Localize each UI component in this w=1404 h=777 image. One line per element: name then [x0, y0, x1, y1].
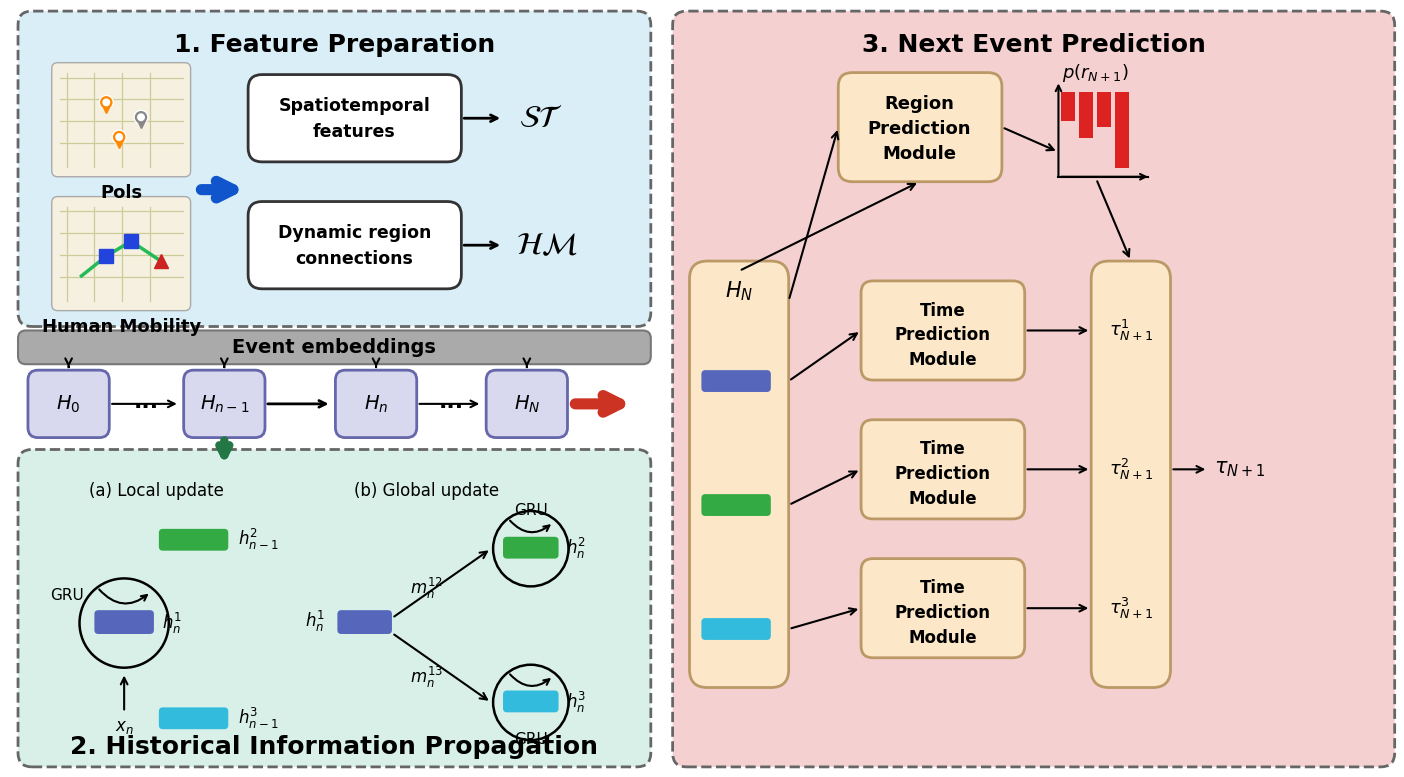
Text: Module: Module: [908, 490, 977, 508]
Text: $\tau_{N+1}^1$: $\tau_{N+1}^1$: [1109, 318, 1153, 343]
Text: $h_n^1$: $h_n^1$: [305, 608, 326, 633]
FancyBboxPatch shape: [702, 370, 771, 392]
FancyBboxPatch shape: [861, 420, 1025, 519]
Circle shape: [138, 113, 145, 121]
FancyBboxPatch shape: [838, 72, 1002, 182]
Text: $h_n^3$: $h_n^3$: [566, 690, 585, 715]
Text: Prediction: Prediction: [894, 326, 990, 344]
FancyBboxPatch shape: [702, 618, 771, 640]
Text: Module: Module: [908, 351, 977, 369]
FancyBboxPatch shape: [336, 370, 417, 437]
FancyBboxPatch shape: [18, 450, 651, 767]
Circle shape: [133, 110, 147, 124]
Text: $h_n^1$: $h_n^1$: [161, 611, 183, 636]
Text: $m_n^{12}$: $m_n^{12}$: [410, 576, 444, 601]
Text: $H_N$: $H_N$: [514, 393, 541, 414]
Text: GRU: GRU: [514, 732, 548, 747]
FancyBboxPatch shape: [689, 261, 789, 688]
Text: 1. Feature Preparation: 1. Feature Preparation: [174, 33, 496, 57]
FancyBboxPatch shape: [503, 691, 559, 713]
FancyBboxPatch shape: [861, 281, 1025, 380]
Bar: [1061, 92, 1075, 121]
Text: Module: Module: [908, 629, 977, 647]
Text: GRU: GRU: [514, 503, 548, 518]
Text: Spatiotemporal: Spatiotemporal: [278, 97, 430, 115]
Text: Time: Time: [920, 441, 966, 458]
Circle shape: [112, 130, 126, 144]
Text: ...: ...: [133, 392, 159, 412]
FancyBboxPatch shape: [52, 197, 191, 311]
Text: Module: Module: [883, 145, 956, 163]
FancyBboxPatch shape: [159, 707, 229, 729]
Text: 2. Historical Information Propagation: 2. Historical Information Propagation: [70, 735, 598, 759]
Text: Dynamic region: Dynamic region: [278, 225, 431, 242]
Text: features: features: [313, 123, 396, 141]
Text: $\tau_{N+1}$: $\tau_{N+1}$: [1214, 459, 1265, 479]
FancyBboxPatch shape: [18, 11, 651, 326]
Text: $H_0$: $H_0$: [56, 393, 81, 414]
FancyBboxPatch shape: [503, 537, 559, 559]
FancyBboxPatch shape: [702, 494, 771, 516]
Circle shape: [115, 133, 124, 141]
FancyBboxPatch shape: [18, 330, 651, 364]
FancyBboxPatch shape: [249, 75, 462, 162]
Text: Time: Time: [920, 580, 966, 598]
Text: Human Mobility: Human Mobility: [42, 318, 201, 336]
Text: Prediction: Prediction: [894, 465, 990, 483]
Text: $\mathcal{ST}$: $\mathcal{ST}$: [519, 103, 563, 133]
Text: Time: Time: [920, 301, 966, 319]
Text: GRU: GRU: [49, 587, 83, 603]
Bar: [1115, 92, 1129, 168]
FancyBboxPatch shape: [486, 370, 567, 437]
FancyBboxPatch shape: [861, 559, 1025, 658]
Text: $m_n^{13}$: $m_n^{13}$: [410, 665, 444, 690]
Bar: [1097, 92, 1111, 127]
FancyBboxPatch shape: [337, 610, 392, 634]
Text: $p(r_{N+1})$: $p(r_{N+1})$: [1061, 61, 1129, 84]
Text: Pols: Pols: [100, 183, 142, 201]
Text: Prediction: Prediction: [894, 605, 990, 622]
Text: (b) Global update: (b) Global update: [354, 483, 500, 500]
FancyBboxPatch shape: [249, 201, 462, 289]
Text: $h_n^2$: $h_n^2$: [566, 536, 585, 561]
FancyBboxPatch shape: [184, 370, 265, 437]
Text: $\tau_{N+1}^3$: $\tau_{N+1}^3$: [1109, 596, 1153, 621]
FancyBboxPatch shape: [52, 63, 191, 176]
Bar: [1080, 92, 1094, 138]
Text: $H_N$: $H_N$: [724, 279, 753, 302]
Text: 3. Next Event Prediction: 3. Next Event Prediction: [862, 33, 1206, 57]
FancyBboxPatch shape: [94, 610, 154, 634]
Text: $h_{n-1}^2$: $h_{n-1}^2$: [239, 528, 279, 552]
Text: $\mathcal{HM}$: $\mathcal{HM}$: [515, 231, 577, 260]
Text: $H_n$: $H_n$: [364, 393, 389, 414]
FancyBboxPatch shape: [159, 529, 229, 551]
FancyBboxPatch shape: [673, 11, 1394, 767]
Circle shape: [102, 99, 111, 106]
Text: ...: ...: [439, 392, 463, 412]
Text: Prediction: Prediction: [868, 120, 972, 138]
Text: $x_n$: $x_n$: [115, 718, 133, 737]
Text: connections: connections: [295, 250, 413, 268]
Text: $\tau_{N+1}^2$: $\tau_{N+1}^2$: [1109, 457, 1153, 482]
Circle shape: [100, 96, 114, 110]
Text: Event embeddings: Event embeddings: [233, 338, 437, 357]
Text: $H_{n-1}$: $H_{n-1}$: [199, 393, 249, 414]
Text: Region: Region: [885, 96, 955, 113]
Text: $h_{n-1}^3$: $h_{n-1}^3$: [239, 706, 279, 731]
FancyBboxPatch shape: [1091, 261, 1171, 688]
FancyBboxPatch shape: [28, 370, 110, 437]
Text: (a) Local update: (a) Local update: [90, 483, 225, 500]
